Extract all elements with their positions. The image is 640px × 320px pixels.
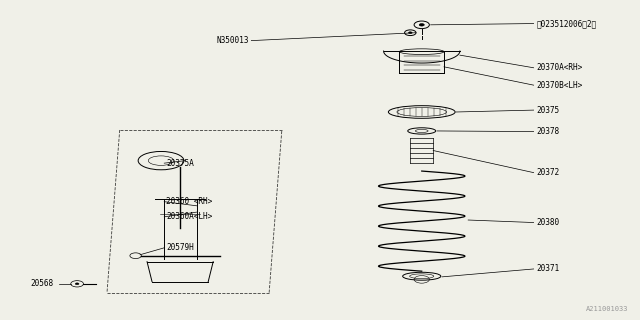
Text: 20378: 20378 [536, 127, 559, 136]
Circle shape [408, 32, 412, 34]
Circle shape [419, 24, 424, 26]
Text: 20360A<LH>: 20360A<LH> [166, 212, 212, 221]
Text: 20360 <RH>: 20360 <RH> [166, 197, 212, 206]
Text: N350013: N350013 [216, 36, 249, 45]
Text: 20375A: 20375A [166, 159, 194, 168]
Text: 20568: 20568 [31, 279, 54, 288]
Text: 20375: 20375 [536, 106, 559, 115]
Text: 20370A<RH>: 20370A<RH> [536, 63, 582, 72]
Text: Ⓝ023512006（2）: Ⓝ023512006（2） [536, 19, 596, 28]
Circle shape [76, 283, 79, 285]
Text: 20380: 20380 [536, 218, 559, 227]
Text: 20372: 20372 [536, 168, 559, 177]
Text: 20579H: 20579H [166, 243, 194, 252]
Text: 20371: 20371 [536, 264, 559, 274]
Text: A211001033: A211001033 [586, 306, 628, 312]
Text: 20370B<LH>: 20370B<LH> [536, 81, 582, 90]
